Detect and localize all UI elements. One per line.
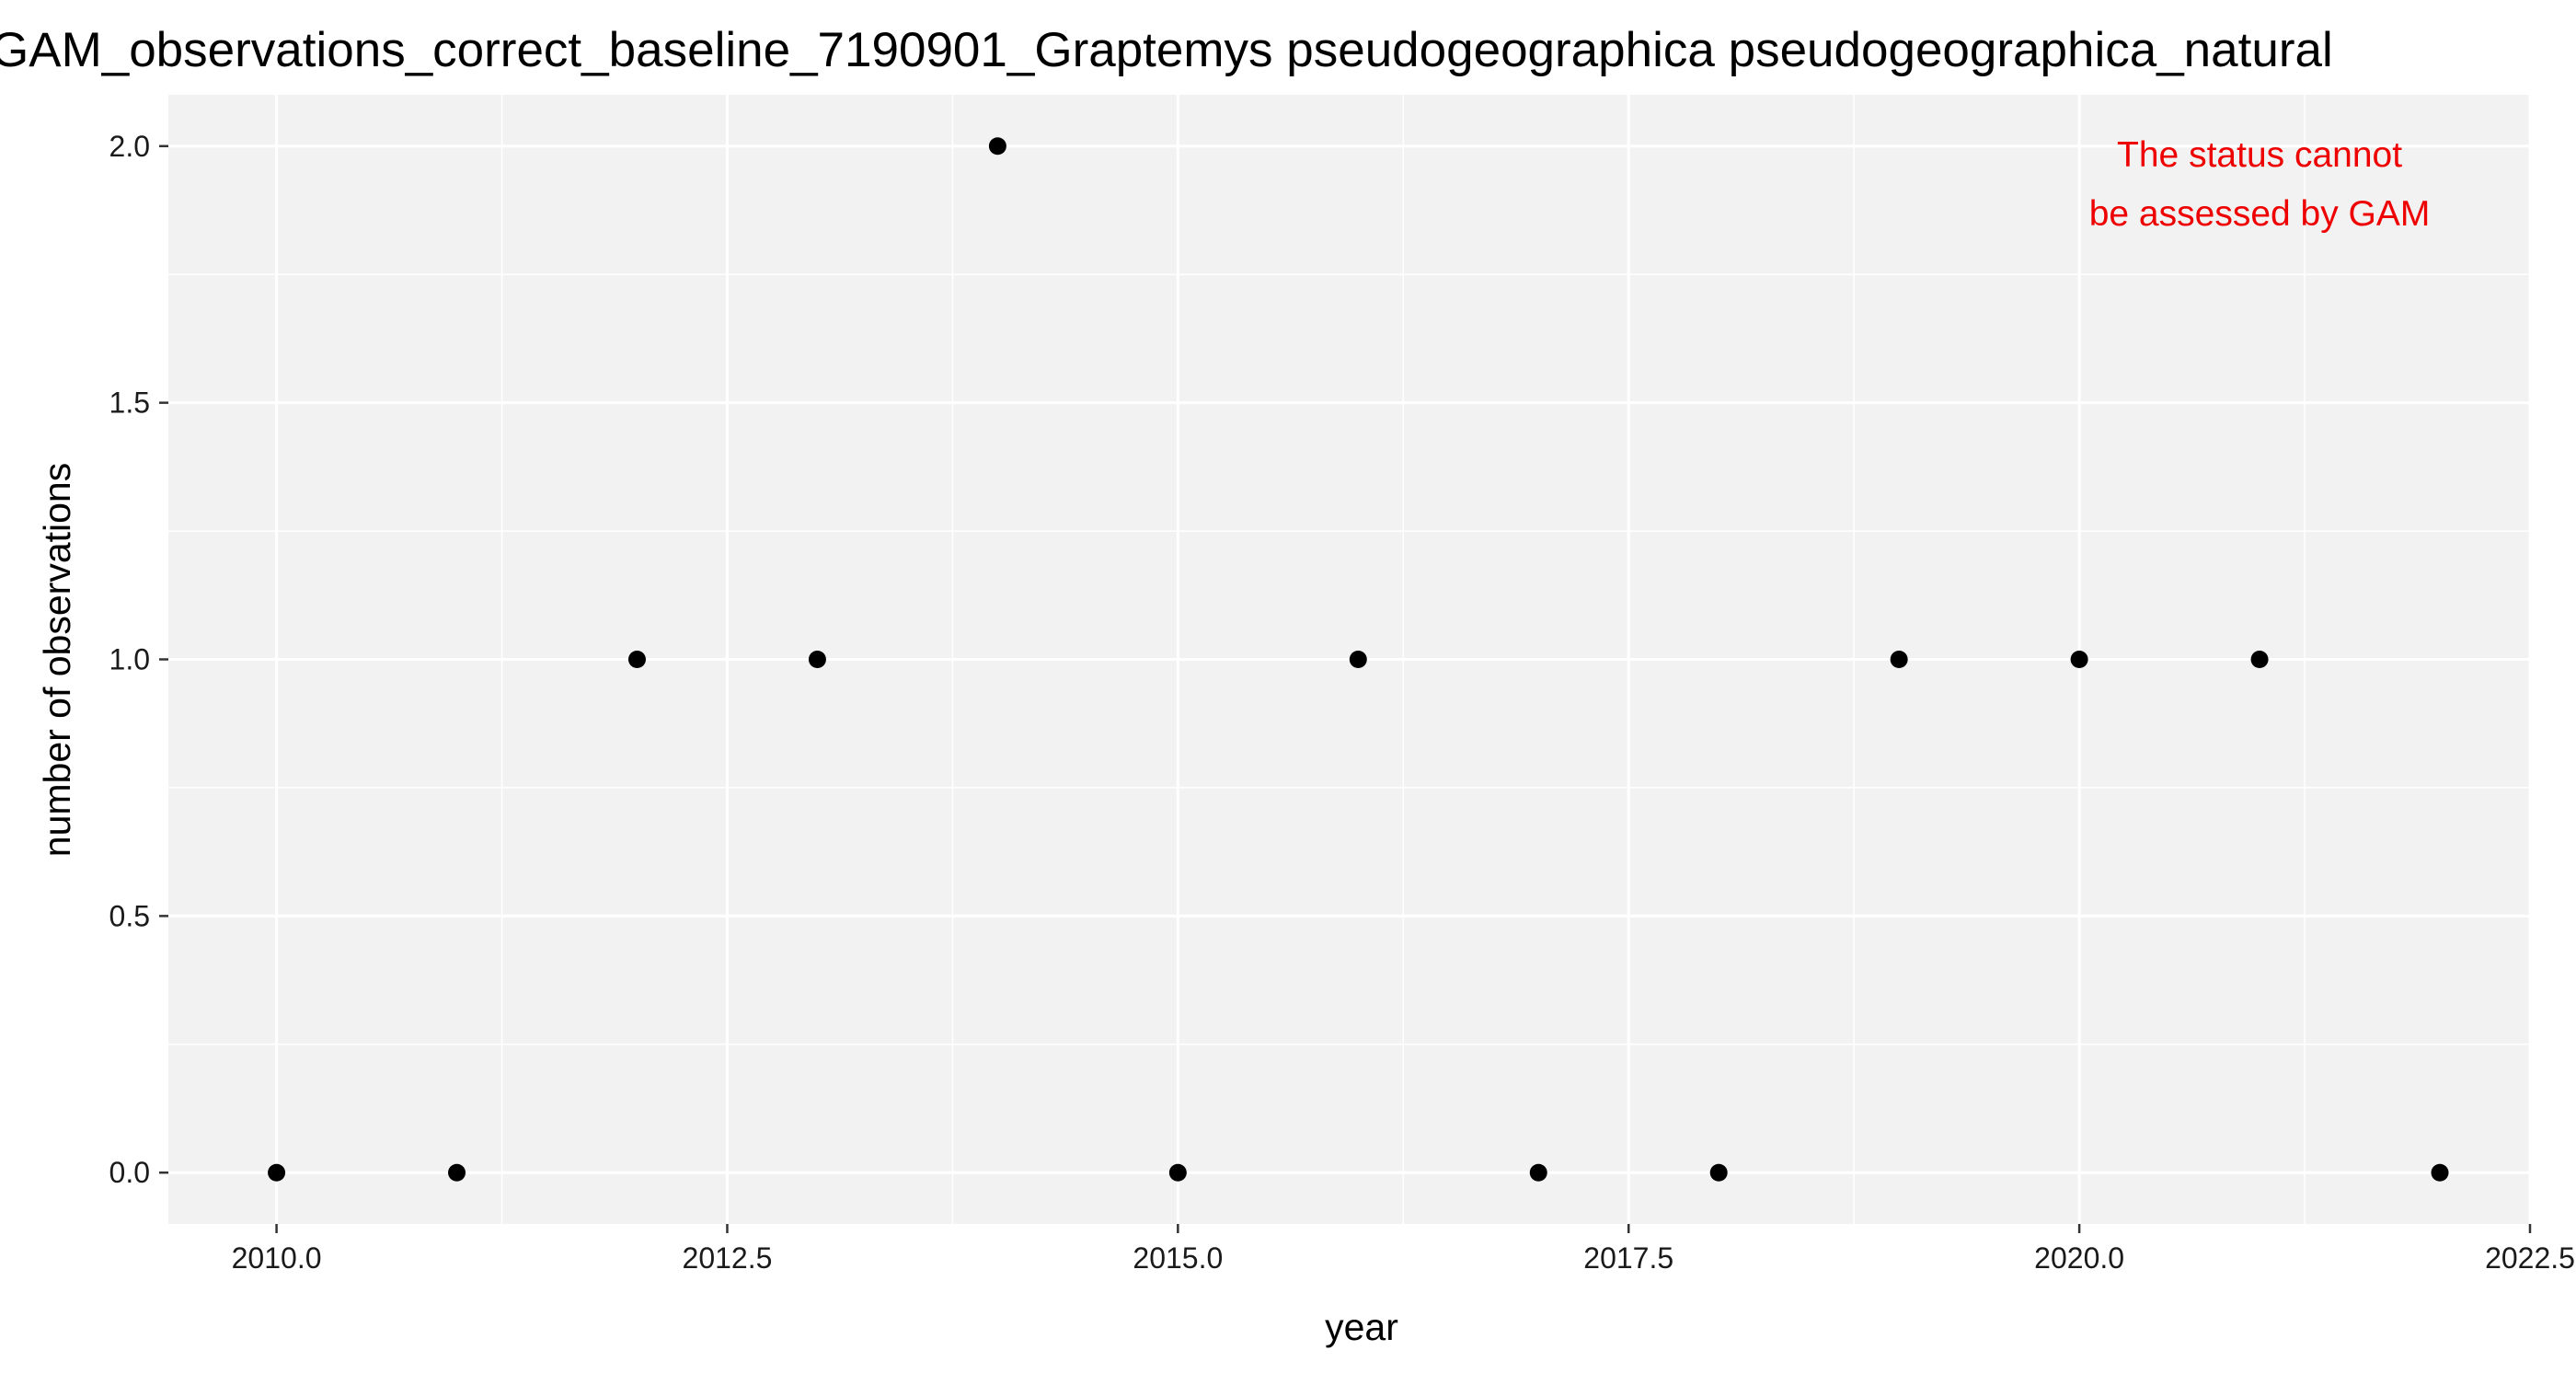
x-tick-label: 2020.0 bbox=[2034, 1241, 2124, 1275]
x-tick-label: 2022.5 bbox=[2485, 1241, 2575, 1275]
x-tick-label: 2015.0 bbox=[1133, 1241, 1223, 1275]
data-point bbox=[808, 651, 826, 668]
status-annotation: The status cannot be assessed by GAM bbox=[2089, 135, 2431, 234]
y-axis: 0.0 0.5 1.0 1.5 2.0 bbox=[109, 130, 168, 1189]
data-point bbox=[268, 1163, 286, 1182]
y-tick-label: 0.5 bbox=[109, 899, 150, 932]
annotation-line: The status cannot bbox=[2117, 135, 2402, 175]
data-point bbox=[1168, 1163, 1187, 1182]
y-tick-label: 2.0 bbox=[109, 130, 150, 163]
data-point bbox=[1529, 1163, 1547, 1182]
major-gridlines bbox=[168, 95, 2532, 1224]
x-tick-label: 2017.5 bbox=[1583, 1241, 1673, 1275]
x-axis-title: year bbox=[1325, 1306, 1398, 1348]
data-point bbox=[2070, 651, 2088, 668]
data-point bbox=[988, 137, 1006, 156]
data-point bbox=[1890, 651, 1908, 668]
data-point bbox=[1709, 1163, 1728, 1182]
y-tick-label: 0.0 bbox=[109, 1156, 150, 1189]
x-tick-label: 2012.5 bbox=[683, 1241, 773, 1275]
y-axis-title: number of observations bbox=[36, 463, 78, 857]
data-point bbox=[1349, 651, 1367, 668]
data-points bbox=[268, 137, 2449, 1182]
x-axis: 2010.0 2012.5 2015.0 2017.5 2020.0 2022.5 bbox=[232, 1224, 2575, 1275]
x-tick-label: 2010.0 bbox=[232, 1241, 322, 1275]
data-point bbox=[2431, 1163, 2449, 1182]
minor-gridlines bbox=[168, 95, 2530, 1224]
y-tick-label: 1.0 bbox=[109, 643, 150, 676]
data-point bbox=[627, 651, 646, 668]
data-point bbox=[2250, 651, 2269, 668]
annotation-line: be assessed by GAM bbox=[2089, 194, 2431, 234]
y-tick-label: 1.5 bbox=[109, 387, 150, 420]
data-point bbox=[448, 1163, 466, 1182]
chart-title: GAM_observations_correct_baseline_719090… bbox=[0, 23, 2333, 77]
